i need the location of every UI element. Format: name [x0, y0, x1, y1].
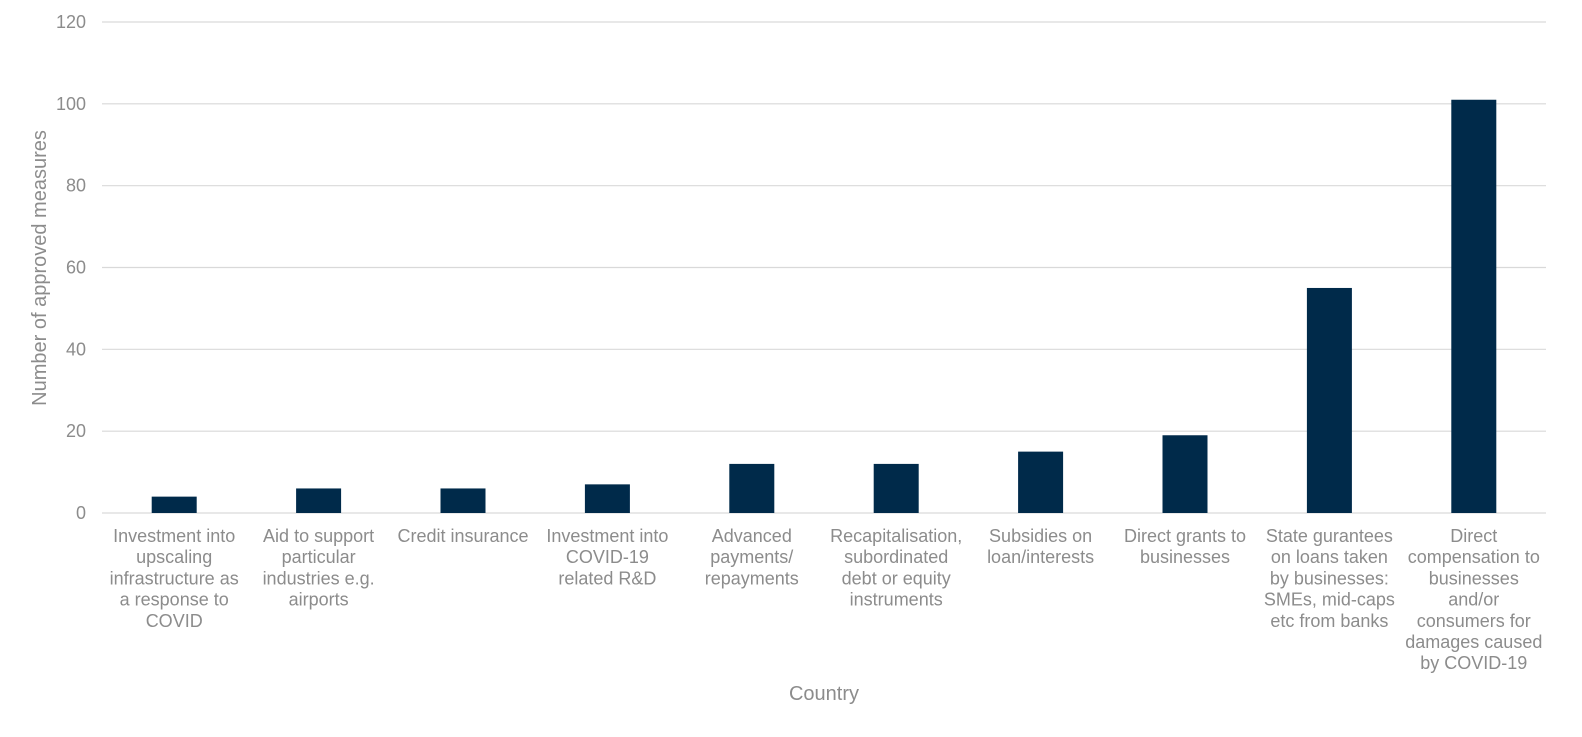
x-category-label: Advanced payments/repayments: [705, 526, 799, 588]
bar: [1306, 287, 1352, 513]
x-axis-title: Country: [789, 683, 859, 705]
x-category-label-line: subordinated: [844, 547, 948, 567]
y-tick-label: 0: [76, 503, 86, 523]
x-category-label-line: State gurantees: [1266, 526, 1393, 546]
x-category-label-line: airports: [289, 590, 349, 610]
x-category-label-line: COVID: [146, 611, 203, 631]
gridlines: [102, 21, 1546, 514]
x-axis-category-labels: Investment into upscaling infrastructure a…: [110, 526, 1543, 673]
x-category-label-line: instruments: [850, 590, 943, 610]
x-category-label-line: on loans taken: [1271, 547, 1388, 567]
x-category-label: Investment into upscaling infrastructure a…: [110, 526, 239, 631]
x-category-label-line: SMEs, mid-caps: [1264, 590, 1395, 610]
x-category-label-line: industries e.g.: [263, 568, 375, 588]
bar: [296, 488, 342, 513]
x-category-label-line: by COVID-19: [1420, 653, 1527, 673]
x-category-label-line: Investment into: [546, 526, 668, 546]
x-category-label-line: particular: [282, 547, 356, 567]
x-category-label: Direct grants to businesses: [1124, 526, 1246, 567]
x-category-label-line: a response to: [120, 590, 229, 610]
bar: [1451, 99, 1497, 513]
x-category-label-line: Recapitalisation,: [830, 526, 962, 546]
x-category-label-line: by businesses:: [1270, 568, 1389, 588]
x-category-label-line: businesses: [1140, 547, 1230, 567]
bar: [1018, 451, 1064, 513]
x-category-label-line: businesses: [1429, 568, 1519, 588]
y-tick-label: 100: [56, 94, 86, 114]
x-category-label-line: debt or equity: [842, 568, 951, 588]
y-tick-label: 20: [66, 421, 86, 441]
bar: [151, 496, 197, 513]
x-category-label-line: Subsidies on: [989, 526, 1092, 546]
bar: [584, 484, 630, 513]
x-category-label-line: Investment into: [113, 526, 235, 546]
bar: [729, 463, 775, 513]
x-category-label-line: etc from banks: [1270, 611, 1388, 631]
y-tick-label: 120: [56, 12, 86, 32]
x-category-label-line: consumers for: [1417, 611, 1531, 631]
x-category-label-line: Direct: [1450, 526, 1497, 546]
x-category-label-line: Advanced: [712, 526, 792, 546]
y-tick-label: 40: [66, 339, 86, 359]
bar: [873, 463, 919, 513]
y-tick-label: 60: [66, 258, 86, 278]
x-category-label-line: and/or: [1448, 590, 1499, 610]
x-category-label-line: COVID-19: [566, 547, 649, 567]
x-category-label-line: compensation to: [1408, 547, 1540, 567]
y-axis-ticks: 0 20 40 60 80 100 120: [56, 12, 86, 523]
bars: [151, 99, 1497, 513]
x-category-label-line: repayments: [705, 568, 799, 588]
x-category-label: Aid to support particular industries e.g. a…: [263, 526, 375, 610]
x-category-label-line: payments/: [710, 547, 793, 567]
x-category-label: Direct compensation to businesses and/or con…: [1405, 526, 1542, 673]
x-category-label-line: infrastructure as: [110, 568, 239, 588]
y-tick-label: 80: [66, 176, 86, 196]
bar: [1162, 435, 1208, 513]
x-category-label: Recapitalisation, subordinated debt or equ…: [830, 526, 962, 610]
x-category-label-line: upscaling: [136, 547, 212, 567]
x-category-label-line: Direct grants to: [1124, 526, 1246, 546]
x-category-label-line: Credit insurance: [397, 526, 528, 546]
bar: [440, 488, 486, 513]
x-category-label-line: loan/interests: [987, 547, 1094, 567]
x-category-label: Subsidies on loan/interests: [987, 526, 1094, 567]
x-category-label: State gurantees on loans taken by business…: [1264, 526, 1395, 631]
x-category-label: Credit insurance: [397, 526, 528, 546]
x-category-label: Investment into COVID-19 related R&D: [546, 526, 668, 588]
x-category-label-line: related R&D: [558, 568, 656, 588]
x-category-label-line: Aid to support: [263, 526, 374, 546]
y-axis-title: Number of approved measures: [29, 130, 51, 406]
x-category-label-line: damages caused: [1405, 632, 1542, 652]
